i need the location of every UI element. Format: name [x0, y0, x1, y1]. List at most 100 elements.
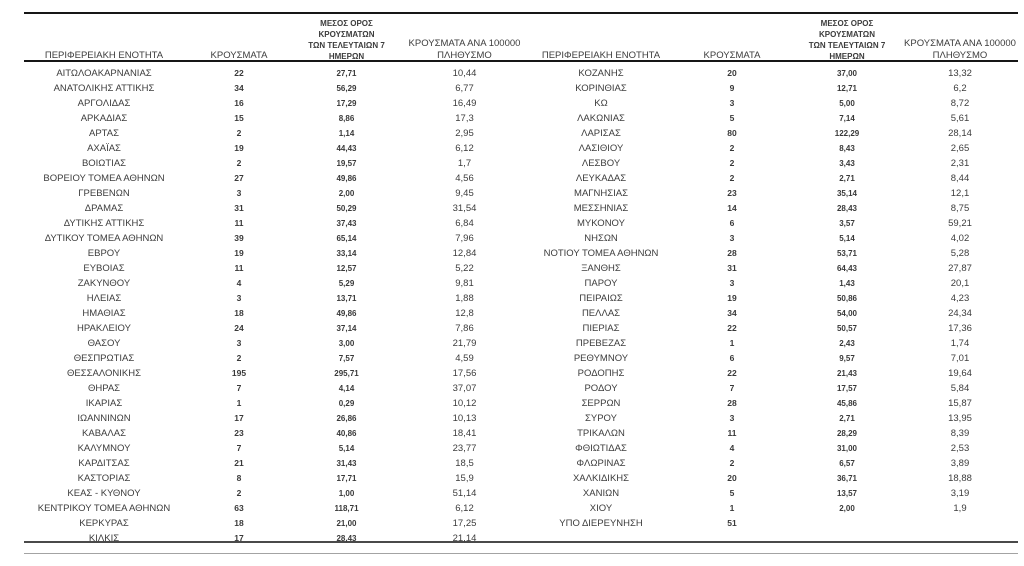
cell-cases: 22 [727, 368, 737, 378]
cell-avg7: 50,29 [336, 204, 357, 213]
footer-rule [24, 553, 1018, 554]
cell-avg7: 1,14 [338, 129, 355, 138]
cell-region: ΛΕΥΚΑΔΑΣ [575, 173, 627, 184]
table-bottom-rule [24, 541, 1018, 543]
cell-cases: 11 [234, 218, 244, 228]
table-row: ΝΗΣΩΝ 3 5,14 4,02 [530, 231, 1018, 246]
cell-avg7: 13,57 [836, 489, 858, 498]
table-row: ΝΟΤΙΟΥ ΤΟΜΕΑ ΑΘΗΝΩΝ 28 53,71 5,28 [530, 246, 1018, 261]
table-row: ΗΡΑΚΛΕΙΟΥ 24 37,14 7,86 [24, 321, 530, 336]
cell-cases: 5 [729, 113, 735, 123]
cell-cases: 19 [727, 293, 737, 303]
cell-region: ΚΙΛΚΙΣ [88, 533, 120, 544]
cell-avg7: 2,71 [839, 174, 855, 183]
column-header-per-100000: ΚΡΟΥΣΜΑΤΑ ΑΝΑ 100000 ΠΛΗΘΥΣΜΟ [904, 38, 1016, 61]
cell-avg7: 295,71 [334, 369, 359, 378]
cell-region: ΔΥΤΙΚΟΥ ΤΟΜΕΑ ΑΘΗΝΩΝ [44, 233, 164, 244]
cell-per100k: 6,12 [455, 503, 474, 514]
table-row: ΒΟΙΩΤΙΑΣ 2 19,57 1,7 [24, 156, 530, 171]
cell-region: ΒΟΙΩΤΙΑΣ [81, 158, 127, 169]
cell-region: ΧΑΝΙΩΝ [582, 488, 620, 499]
cell-region: ΑΡΓΟΛΙΔΑΣ [77, 98, 131, 109]
cell-avg7: 4,14 [338, 384, 355, 393]
cell-region: ΘΕΣΠΡΩΤΙΑΣ [73, 353, 135, 364]
cell-avg7: 21,00 [336, 519, 357, 528]
table-row: ΧΑΝΙΩΝ 5 13,57 3,19 [530, 486, 1018, 501]
cell-avg7: 44,43 [336, 144, 357, 153]
table-row: ΑΡΤΑΣ 2 1,14 2,95 [24, 126, 530, 141]
cell-cases: 2 [236, 128, 242, 138]
cell-avg7: 28,29 [836, 429, 858, 438]
table-row: ΒΟΡΕΙΟΥ ΤΟΜΕΑ ΑΘΗΝΩΝ 27 49,86 4,56 [24, 171, 530, 186]
cell-avg7: 27,71 [336, 69, 357, 78]
cell-per100k: 1,7 [457, 158, 472, 169]
cell-per100k: 5,22 [455, 263, 474, 274]
cell-cases: 17 [234, 413, 244, 423]
cell-per100k: 24,34 [948, 308, 972, 319]
cell-avg7: 5,14 [338, 444, 355, 453]
cell-per100k: 10,44 [452, 68, 477, 79]
cell-per100k: 59,21 [948, 218, 972, 229]
table-row: ΘΑΣΟΥ 3 3,00 21,79 [24, 336, 530, 351]
cell-avg7: 17,71 [336, 474, 357, 483]
cell-per100k: 6,2 [953, 83, 967, 94]
cell-avg7: 5,29 [338, 279, 355, 288]
cell-region: ΠΕΙΡΑΙΩΣ [579, 293, 623, 304]
cell-avg7: 28,43 [836, 204, 858, 213]
cell-per100k: 4,59 [455, 353, 474, 364]
cell-per100k [902, 516, 1018, 531]
cell-region: ΠΑΡΟΥ [584, 278, 618, 289]
cell-avg7: 7,57 [338, 354, 355, 363]
cell-per100k: 9,45 [455, 188, 474, 199]
cell-avg7: 54,00 [836, 309, 858, 318]
cell-region: ΜΕΣΣΗΝΙΑΣ [573, 203, 629, 214]
cell-region: ΞΑΝΘΗΣ [581, 263, 621, 274]
cell-cases: 2 [729, 458, 735, 468]
cell-avg7: 3,00 [338, 339, 355, 348]
cell-region: ΚΩ [594, 98, 608, 109]
cell-region: ΚΕΝΤΡΙΚΟΥ ΤΟΜΕΑ ΑΘΗΝΩΝ [37, 503, 171, 514]
cell-cases: 3 [729, 413, 735, 423]
cell-per100k: 1,74 [950, 338, 970, 349]
cell-per100k: 4,56 [455, 173, 474, 184]
cell-region: ΑΡΚΑΔΙΑΣ [80, 113, 128, 124]
table-row: ΡΟΔΟΠΗΣ 22 21,43 19,64 [530, 366, 1018, 381]
cell-avg7: 122,29 [834, 129, 860, 138]
cell-cases: 2 [236, 488, 242, 498]
cell-per100k: 17,3 [455, 113, 474, 124]
cell-region: ΒΟΡΕΙΟΥ ΤΟΜΕΑ ΑΘΗΝΩΝ [43, 173, 165, 184]
cell-cases: 18 [234, 308, 244, 318]
cell-avg7: 118,71 [334, 504, 359, 513]
cell-region: ΘΕΣΣΑΛΟΝΙΚΗΣ [67, 368, 141, 379]
cell-avg7: 17,57 [836, 384, 858, 393]
table-row: ΦΘΙΩΤΙΔΑΣ 4 31,00 2,53 [530, 441, 1018, 456]
cell-per100k: 27,87 [948, 263, 972, 274]
table-row: ΚΕΑΣ - ΚΥΘΝΟΥ 2 1,00 51,14 [24, 486, 530, 501]
cell-cases: 19 [234, 143, 244, 153]
cell-per100k: 21,79 [452, 338, 477, 349]
cell-per100k: 6,84 [455, 218, 474, 229]
cell-cases: 4 [236, 278, 242, 288]
cell-cases: 5 [729, 488, 735, 498]
column-header-7day-average: ΜΕΣΟΣ ΟΡΟΣ ΚΡΟΥΣΜΑΤΩΝ ΤΩΝ ΤΕΛΕΥΤΑΙΩΝ 7 Η… [308, 19, 385, 61]
cell-cases: 24 [234, 323, 244, 333]
table-row: ΕΥΒΟΙΑΣ 11 12,57 5,22 [24, 261, 530, 276]
table-row: ΘΗΡΑΣ 7 4,14 37,07 [24, 381, 530, 396]
table-row: ΓΡΕΒΕΝΩΝ 3 2,00 9,45 [24, 186, 530, 201]
cell-cases: 3 [236, 338, 242, 348]
header-row: ΠΕΡΙΦΕΡΕΙΑΚΗ ΕΝΟΤΗΤΑ ΚΡΟΥΣΜΑΤΑ ΜΕΣΟΣ ΟΡΟ… [530, 13, 1018, 66]
cell-avg7: 33,14 [336, 249, 357, 258]
table-row: ΣΕΡΡΩΝ 28 45,86 15,87 [530, 396, 1018, 411]
cell-avg7: 19,57 [336, 159, 357, 168]
column-header-per-100000: ΚΡΟΥΣΜΑΤΑ ΑΝΑ 100000 ΠΛΗΘΥΣΜΟ [408, 38, 521, 61]
cell-cases: 2 [729, 143, 735, 153]
cell-avg7: 37,43 [336, 219, 357, 228]
table-row: ΚΟΖΑΝΗΣ 20 37,00 13,32 [530, 66, 1018, 81]
cell-avg7: 36,71 [836, 474, 858, 483]
cell-region: ΦΛΩΡΙΝΑΣ [576, 458, 626, 469]
cell-avg7: 5,00 [839, 99, 855, 108]
table-row: ΦΛΩΡΙΝΑΣ 2 6,57 3,89 [530, 456, 1018, 471]
cell-region: ΑΝΑΤΟΛΙΚΗΣ ΑΤΤΙΚΗΣ [53, 83, 155, 94]
cell-region: ΕΒΡΟΥ [87, 248, 121, 259]
cell-region: ΜΑΓΝΗΣΙΑΣ [574, 188, 628, 199]
